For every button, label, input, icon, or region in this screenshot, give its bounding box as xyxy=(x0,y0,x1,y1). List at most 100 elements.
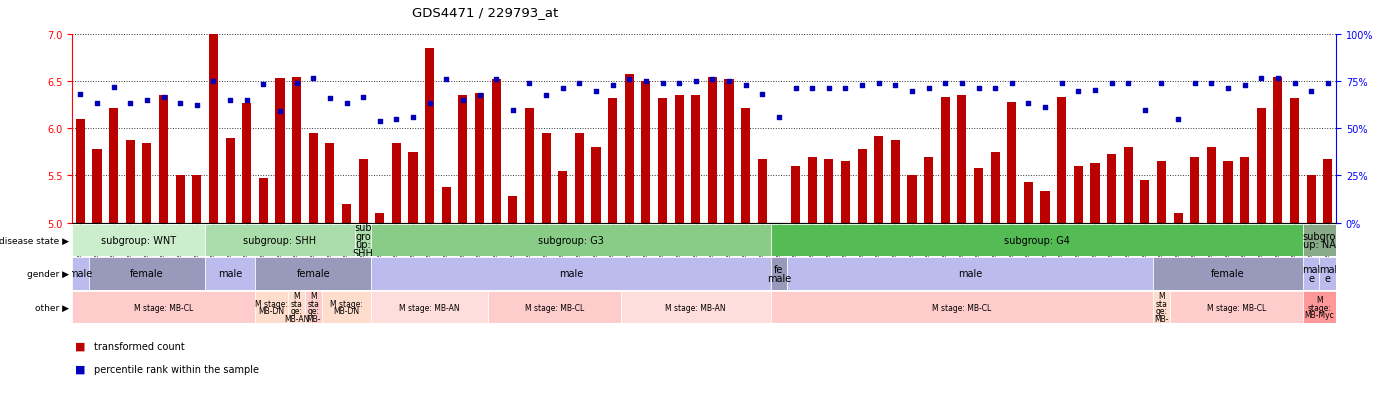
Bar xyxy=(475,93,484,223)
Point xyxy=(735,83,757,89)
Bar xyxy=(958,96,966,223)
Text: disease state ▶: disease state ▶ xyxy=(0,236,69,245)
Point xyxy=(1100,81,1123,87)
Bar xyxy=(825,160,833,223)
Point xyxy=(718,79,740,85)
Bar xyxy=(1207,148,1216,223)
Bar xyxy=(974,169,983,223)
Bar xyxy=(72,258,89,290)
Point xyxy=(1134,107,1156,114)
Point xyxy=(319,96,341,102)
Text: M stage: MB-CL: M stage: MB-CL xyxy=(933,303,991,312)
Point xyxy=(951,81,973,87)
Bar xyxy=(542,134,550,223)
Text: M stage: MB-CL: M stage: MB-CL xyxy=(525,303,584,312)
Text: ■: ■ xyxy=(75,341,86,351)
Text: M stage:
MB-DN: M stage: MB-DN xyxy=(330,299,363,316)
Bar xyxy=(76,120,85,223)
Bar xyxy=(771,258,787,290)
Point xyxy=(452,97,474,104)
Point xyxy=(302,76,324,83)
Bar xyxy=(675,96,683,223)
Bar xyxy=(355,224,371,256)
Point xyxy=(1250,76,1272,83)
Point xyxy=(335,100,358,107)
Text: mal
e: mal e xyxy=(1301,264,1321,283)
Text: M
stage:
MB-Myc: M stage: MB-Myc xyxy=(1304,295,1335,320)
Bar xyxy=(309,134,317,223)
Bar xyxy=(1324,160,1332,223)
Point xyxy=(818,85,840,92)
Point xyxy=(402,114,424,121)
Point xyxy=(1051,81,1073,87)
Bar xyxy=(787,258,1153,290)
Point xyxy=(468,93,491,100)
Point xyxy=(69,92,91,99)
Point xyxy=(419,100,441,107)
Bar xyxy=(841,162,850,223)
Bar xyxy=(525,108,534,223)
Bar xyxy=(1041,192,1049,223)
Bar xyxy=(126,140,134,223)
Bar xyxy=(193,176,201,223)
Bar xyxy=(176,176,184,223)
Bar xyxy=(442,188,450,223)
Bar xyxy=(1058,98,1066,223)
Bar xyxy=(621,291,771,323)
Bar xyxy=(1290,99,1299,223)
Bar xyxy=(771,224,1303,256)
Bar xyxy=(342,204,351,223)
Bar xyxy=(1303,291,1336,323)
Point xyxy=(851,83,873,89)
Point xyxy=(984,85,1006,92)
Text: subgroup: SHH: subgroup: SHH xyxy=(244,235,316,245)
Bar xyxy=(875,137,883,223)
Bar xyxy=(1153,291,1170,323)
Point xyxy=(701,77,723,83)
Bar xyxy=(1307,176,1315,223)
Point xyxy=(884,83,906,89)
Bar xyxy=(159,96,168,223)
Text: M stage: MB-CL: M stage: MB-CL xyxy=(1207,303,1265,312)
Point xyxy=(602,83,624,89)
Point xyxy=(801,85,823,92)
Point xyxy=(1067,88,1089,95)
Bar xyxy=(808,157,816,223)
Bar xyxy=(255,258,371,290)
Bar xyxy=(326,143,334,223)
Bar xyxy=(575,134,584,223)
Text: male: male xyxy=(68,269,93,279)
Point xyxy=(1217,85,1239,92)
Bar xyxy=(1107,154,1116,223)
Point xyxy=(768,114,790,121)
Point xyxy=(1184,81,1206,87)
Bar xyxy=(1024,183,1033,223)
Bar xyxy=(758,160,766,223)
Bar xyxy=(276,78,284,223)
Bar xyxy=(858,150,866,223)
Bar xyxy=(771,291,1153,323)
Point xyxy=(385,116,407,123)
Bar xyxy=(255,291,288,323)
Point xyxy=(535,93,557,100)
Bar xyxy=(392,143,401,223)
Bar xyxy=(742,108,750,223)
Point xyxy=(1017,100,1040,107)
Text: fe
male: fe male xyxy=(766,264,791,283)
Bar xyxy=(89,258,205,290)
Text: GDS4471 / 229793_at: GDS4471 / 229793_at xyxy=(412,6,559,19)
Point xyxy=(202,79,225,85)
Bar xyxy=(1124,148,1132,223)
Point xyxy=(1234,83,1256,89)
Bar xyxy=(72,291,255,323)
Point xyxy=(1150,81,1173,87)
Point xyxy=(1034,104,1056,111)
Bar xyxy=(1274,77,1282,223)
Bar xyxy=(559,171,567,223)
Text: female: female xyxy=(1211,269,1245,279)
Text: M
sta
ge:
MB-AN: M sta ge: MB-AN xyxy=(284,291,309,324)
Text: other ▶: other ▶ xyxy=(35,303,69,312)
Text: gender ▶: gender ▶ xyxy=(28,269,69,278)
Point xyxy=(934,81,956,87)
Text: M stage:
MB-DN: M stage: MB-DN xyxy=(255,299,288,316)
